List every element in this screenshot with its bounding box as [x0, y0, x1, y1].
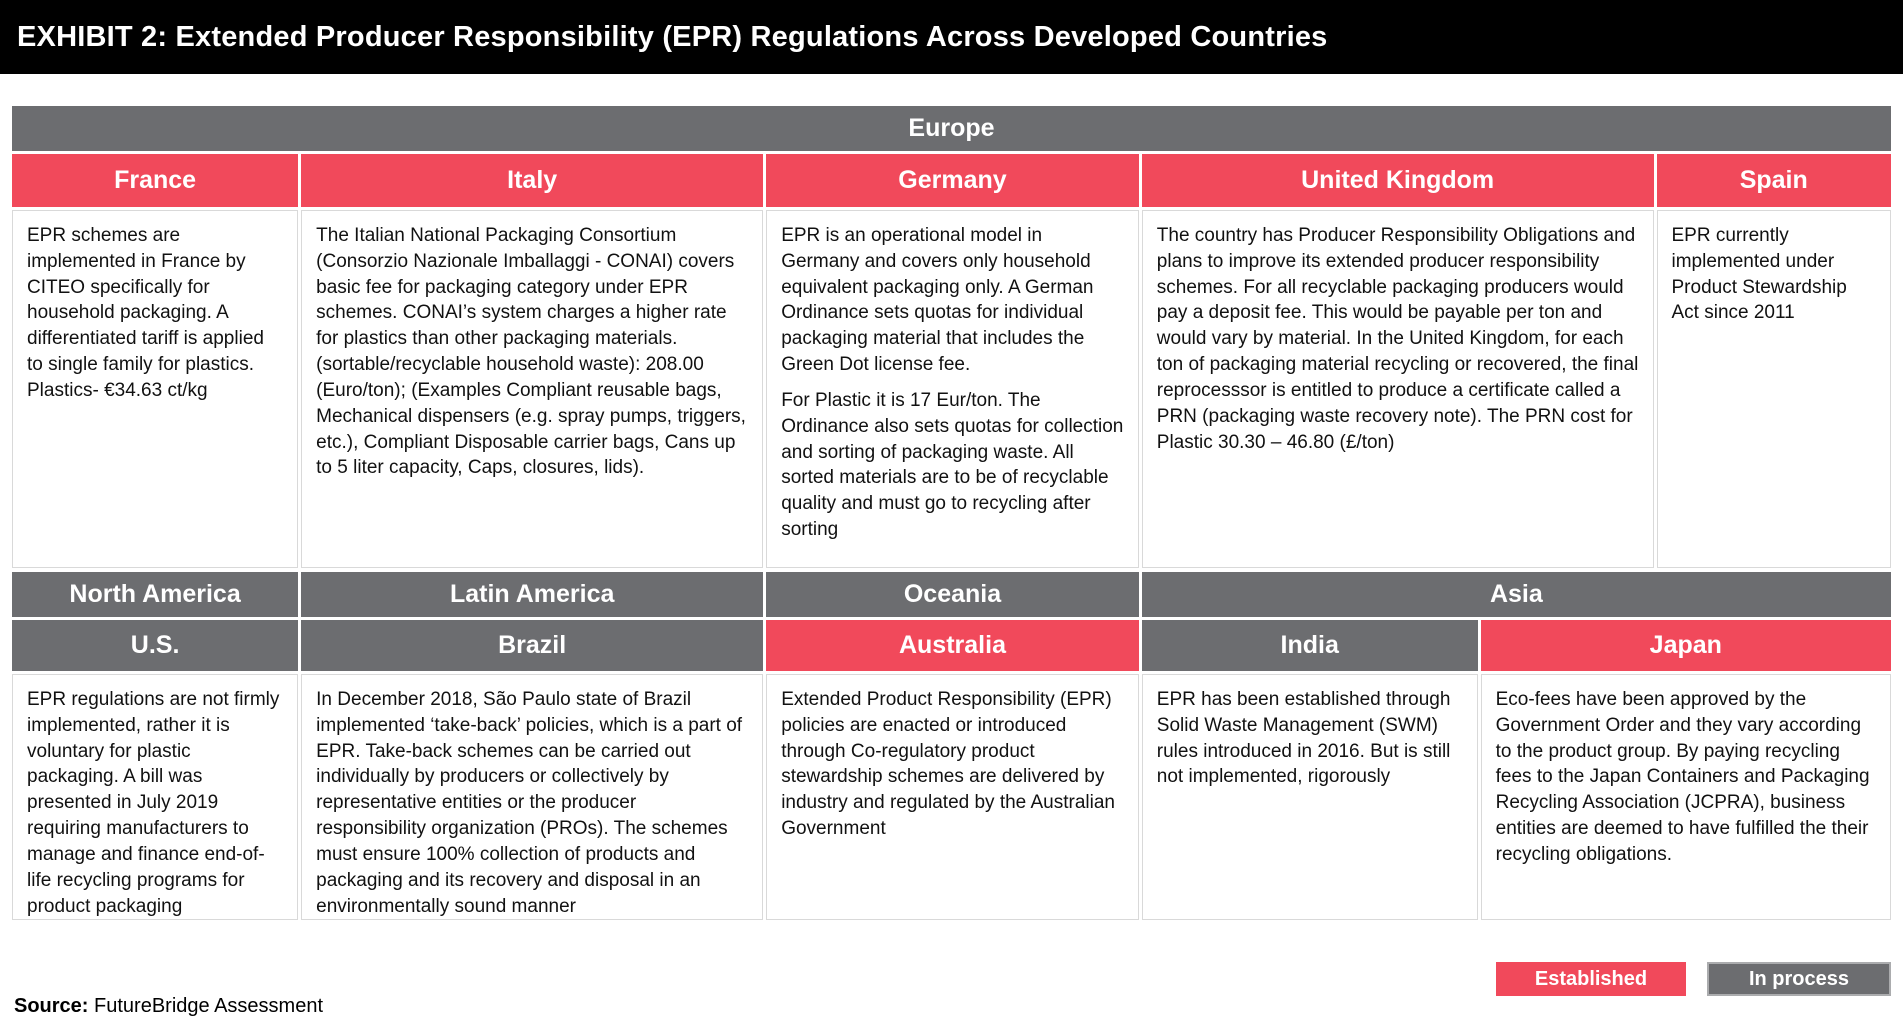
source-text: FutureBridge Assessment	[88, 995, 324, 1017]
country-header-japan: Japan	[1480, 620, 1891, 671]
footer: Established In process Source: FutureBri…	[0, 920, 1903, 1032]
country-header-germany: Germany	[766, 154, 1139, 207]
country-header-brazil: Brazil	[301, 620, 764, 671]
country-detail-japan: Eco-fees have been approved by the Gover…	[1480, 674, 1891, 920]
united-kingdom-text: The country has Producer Responsibility …	[1156, 225, 1639, 453]
source-label: Source:	[14, 995, 89, 1017]
us-text: EPR regulations are not firmly implement…	[27, 689, 280, 917]
japan-text: Eco-fees have been approved by the Gover…	[1495, 689, 1870, 865]
region-header-latin-america: Latin America	[301, 572, 764, 617]
source-line: Source: FutureBridge Assessment	[14, 995, 323, 1018]
country-header-spain: Spain	[1656, 154, 1891, 207]
europe-section: Europe France Italy Germany United Kingd…	[12, 106, 1891, 568]
country-detail-brazil: In December 2018, São Paulo state of Bra…	[301, 674, 764, 920]
france-text: EPR schemes are implemented in France by…	[27, 225, 264, 401]
germany-text-paragraph-1: EPR is an operational model in Germany a…	[781, 225, 1094, 376]
country-detail-france: EPR schemes are implemented in France by…	[12, 210, 299, 568]
country-header-france: France	[12, 154, 299, 207]
country-header-united-kingdom: United Kingdom	[1141, 154, 1654, 207]
country-header-australia: Australia	[766, 620, 1139, 671]
region-header-north-america: North America	[12, 572, 299, 617]
country-detail-germany: EPR is an operational model in Germany a…	[766, 210, 1139, 568]
italy-text: The Italian National Packaging Consortiu…	[316, 225, 746, 479]
status-legend: Established In process	[1496, 962, 1891, 996]
other-regions-section: North America Latin America Oceania Asia…	[12, 572, 1891, 920]
germany-text-paragraph-2: For Plastic it is 17 Eur/ton. The Ordina…	[781, 389, 1124, 541]
legend-in-process-badge: In process	[1707, 962, 1891, 996]
exhibit-title-bar: EXHIBIT 2: Extended Producer Responsibil…	[0, 0, 1903, 74]
australia-text: Extended Product Responsibility (EPR) po…	[781, 689, 1115, 840]
region-header-oceania: Oceania	[766, 572, 1139, 617]
brazil-text: In December 2018, São Paulo state of Bra…	[316, 689, 743, 917]
epr-regulations-table: Europe France Italy Germany United Kingd…	[0, 106, 1903, 920]
region-header-asia: Asia	[1141, 572, 1891, 617]
country-detail-united-kingdom: The country has Producer Responsibility …	[1141, 210, 1654, 568]
country-detail-australia: Extended Product Responsibility (EPR) po…	[766, 674, 1139, 920]
country-detail-italy: The Italian National Packaging Consortiu…	[301, 210, 764, 568]
country-header-us: U.S.	[12, 620, 299, 671]
spain-text: EPR currently implemented under Product …	[1671, 225, 1847, 324]
region-header-europe: Europe	[12, 106, 1891, 151]
exhibit-title: EXHIBIT 2: Extended Producer Responsibil…	[17, 20, 1328, 53]
country-header-india: India	[1141, 620, 1478, 671]
country-header-italy: Italy	[301, 154, 764, 207]
country-detail-india: EPR has been established through Solid W…	[1141, 674, 1478, 920]
country-detail-us: EPR regulations are not firmly implement…	[12, 674, 299, 920]
country-detail-spain: EPR currently implemented under Product …	[1656, 210, 1891, 568]
india-text: EPR has been established through Solid W…	[1156, 689, 1451, 788]
legend-established-badge: Established	[1496, 962, 1686, 996]
